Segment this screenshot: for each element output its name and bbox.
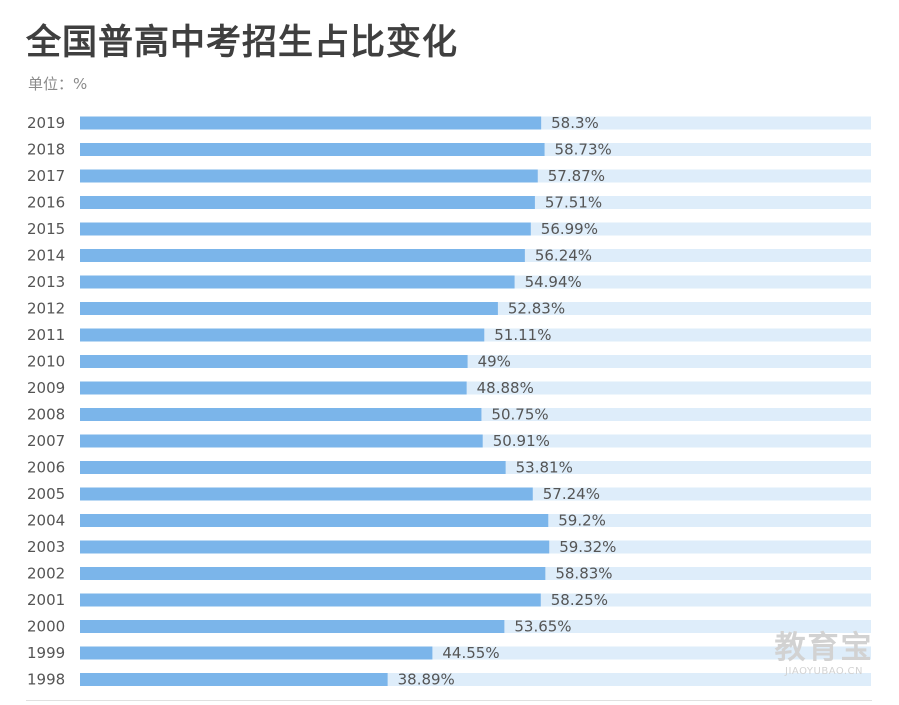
category-label: 2005 [27,485,65,503]
value-label: 50.75% [491,406,548,424]
bar [80,461,506,474]
value-label: 44.55% [442,644,499,662]
category-label: 2004 [27,512,65,530]
value-label: 59.2% [558,512,606,530]
category-label: 2019 [27,114,65,132]
value-label: 54.94% [525,273,582,291]
watermark-logo: 教育宝 JIAOYUBAO.CN [768,630,880,678]
chart-title: 全国普高中考招生占比变化 [26,23,459,63]
bar [80,620,505,633]
value-label: 57.24% [543,485,600,503]
bar [80,116,542,130]
bar [80,381,467,395]
value-label: 58.73% [555,141,612,159]
bar [80,593,541,607]
value-label: 38.89% [398,671,455,689]
category-label: 2012 [27,300,65,318]
bar [80,222,531,236]
value-label: 56.24% [535,247,592,265]
value-label: 59.32% [559,538,616,556]
bar [80,673,388,686]
value-label: 57.51% [545,194,602,212]
bar [80,143,545,156]
bar [80,646,433,660]
category-label: 2007 [27,432,65,450]
category-label: 2013 [27,273,65,291]
category-label: 2017 [27,167,65,185]
bar [80,249,525,262]
unit-label: 单位：% [28,75,88,93]
category-label: 2001 [27,591,65,609]
bar [80,408,482,421]
bar [80,567,546,580]
bar [80,355,468,368]
bar [80,514,549,527]
category-label: 2006 [27,459,65,477]
value-label: 53.65% [514,618,571,636]
category-label: 2009 [27,379,65,397]
value-label: 49% [478,353,511,371]
value-label: 56.99% [541,220,598,238]
category-label: 1999 [27,644,65,662]
value-label: 53.81% [516,459,573,477]
category-label: 2008 [27,406,65,424]
bar [80,540,550,554]
category-label: 2015 [27,220,65,238]
category-label: 2003 [27,538,65,556]
category-label: 2000 [27,618,65,636]
category-label: 2011 [27,326,65,344]
value-label: 57.87% [548,167,605,185]
bar [80,196,535,209]
category-label: 2018 [27,141,65,159]
watermark-url: JIAOYUBAO.CN [785,666,863,677]
value-label: 52.83% [508,300,565,318]
category-label: 1998 [27,671,65,689]
bottom-divider [26,700,872,701]
value-label: 51.11% [494,326,551,344]
category-label: 2002 [27,565,65,583]
value-label: 58.3% [551,114,599,132]
value-label: 58.25% [551,591,608,609]
value-label: 50.91% [493,432,550,450]
watermark-text: 教育宝 [774,630,874,666]
bar [80,275,515,289]
bar [80,328,485,342]
bar [80,169,538,183]
bar [80,434,483,448]
bar [80,302,498,315]
bar [80,487,533,501]
category-label: 2016 [27,194,65,212]
value-label: 48.88% [477,379,534,397]
category-label: 2014 [27,247,65,265]
category-label: 2010 [27,353,65,371]
value-label: 58.83% [555,565,612,583]
